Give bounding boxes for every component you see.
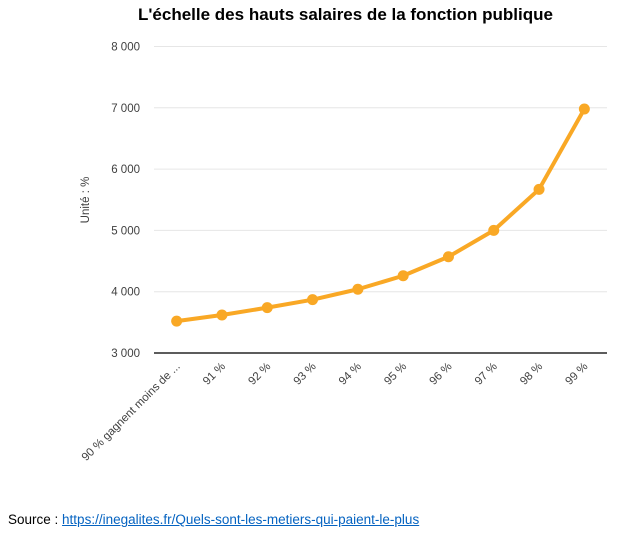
data-point [171, 315, 183, 327]
data-point [578, 103, 590, 115]
data-point [533, 183, 545, 195]
data-point [488, 224, 500, 236]
x-tick-label: 91 % [201, 361, 228, 388]
y-tick-label: 5 000 [111, 225, 140, 237]
x-tick-label: 96 % [428, 361, 455, 388]
x-tick-label: 95 % [382, 361, 409, 388]
x-tick-label: 98 % [518, 361, 545, 388]
x-tick-label: 90 % gagnent moins de ... [80, 361, 183, 464]
source-link[interactable]: https://inegalites.fr/Quels-sont-les-met… [62, 512, 420, 527]
x-tick-label: 92 % [246, 361, 273, 388]
line-chart: 3 000 4 000 5 000 6 000 7 000 8 000 Unité : % 9… [80, 42, 607, 464]
y-tick-label: 6 000 [111, 164, 140, 176]
data-point [442, 251, 454, 263]
source-line: Source : https://inegalites.fr/Quels-son… [8, 512, 419, 527]
data-point [397, 270, 409, 282]
series-line [174, 107, 587, 324]
x-tick-label: 99 % [563, 361, 590, 388]
data-point [307, 294, 319, 306]
data-point [216, 309, 228, 321]
y-axis-title: Unité : % [80, 177, 92, 224]
y-tick-label: 4 000 [111, 287, 140, 299]
x-tick-label: 97 % [473, 361, 500, 388]
x-tick-label: 94 % [337, 361, 364, 388]
y-tick-label: 8 000 [111, 42, 140, 54]
x-tick-label: 93 % [292, 361, 319, 388]
y-tick-label: 3 000 [111, 348, 140, 360]
data-point [261, 302, 273, 314]
y-tick-label: 7 000 [111, 103, 140, 115]
chart-title: L'échelle des hauts salaires de la fonct… [138, 5, 553, 24]
data-point [352, 283, 364, 295]
source-label: Source : [8, 512, 59, 527]
